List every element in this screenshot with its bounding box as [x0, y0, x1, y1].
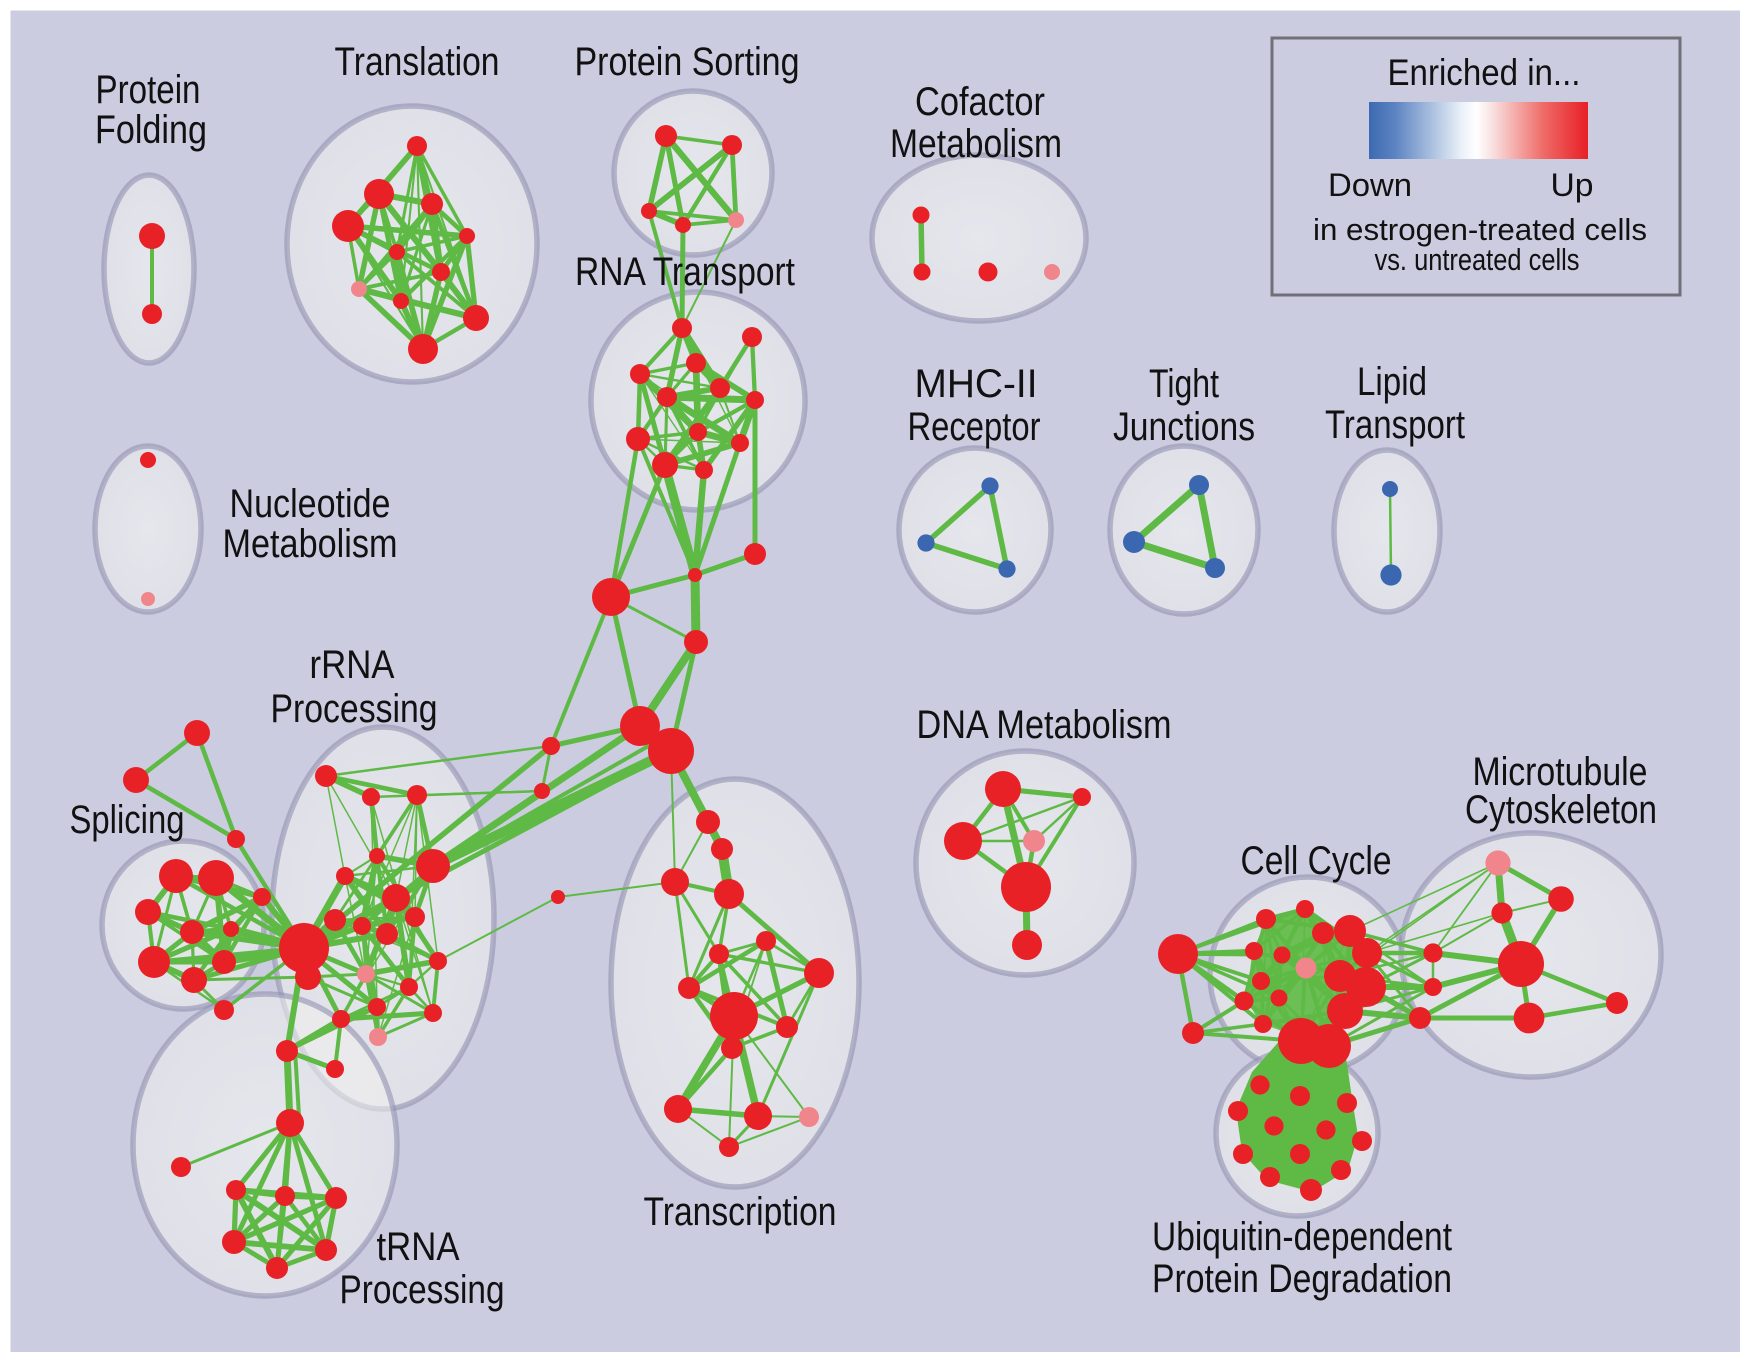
svg-text:tRNA: tRNA [377, 1225, 460, 1269]
svg-text:Metabolism: Metabolism [223, 522, 398, 566]
svg-text:Transport: Transport [1325, 403, 1465, 447]
svg-text:Junctions: Junctions [1113, 405, 1255, 449]
svg-text:Protein Sorting: Protein Sorting [575, 40, 800, 84]
svg-text:Metabolism: Metabolism [890, 122, 1062, 166]
svg-text:Splicing: Splicing [70, 798, 185, 842]
svg-text:Enriched in...: Enriched in... [1388, 52, 1581, 93]
svg-text:Down: Down [1328, 167, 1412, 203]
svg-text:Microtubule: Microtubule [1473, 750, 1648, 794]
svg-text:vs. untreated cells: vs. untreated cells [1375, 242, 1580, 277]
svg-text:Processing: Processing [271, 687, 438, 731]
svg-text:rRNA: rRNA [310, 643, 395, 687]
svg-text:Tight: Tight [1149, 362, 1219, 406]
svg-text:DNA Metabolism: DNA Metabolism [917, 703, 1172, 747]
svg-text:Protein: Protein [96, 68, 201, 112]
svg-text:in estrogen-treated cells: in estrogen-treated cells [1313, 212, 1647, 247]
svg-text:Translation: Translation [335, 40, 500, 84]
svg-text:Cell Cycle: Cell Cycle [1241, 839, 1392, 883]
svg-text:Transcription: Transcription [644, 1190, 837, 1234]
svg-text:Ubiquitin-dependent: Ubiquitin-dependent [1152, 1215, 1452, 1259]
svg-text:Up: Up [1551, 167, 1594, 203]
svg-text:MHC-II: MHC-II [915, 362, 1038, 406]
svg-text:Folding: Folding [95, 108, 207, 152]
svg-text:Processing: Processing [340, 1268, 505, 1312]
svg-text:Protein Degradation: Protein Degradation [1152, 1257, 1452, 1301]
svg-text:Cofactor: Cofactor [915, 80, 1045, 124]
svg-text:Lipid: Lipid [1357, 360, 1427, 404]
svg-text:Nucleotide: Nucleotide [230, 482, 391, 526]
svg-text:Cytoskeleton: Cytoskeleton [1465, 788, 1657, 832]
svg-text:Receptor: Receptor [908, 405, 1041, 449]
svg-text:RNA Transport: RNA Transport [575, 250, 795, 294]
